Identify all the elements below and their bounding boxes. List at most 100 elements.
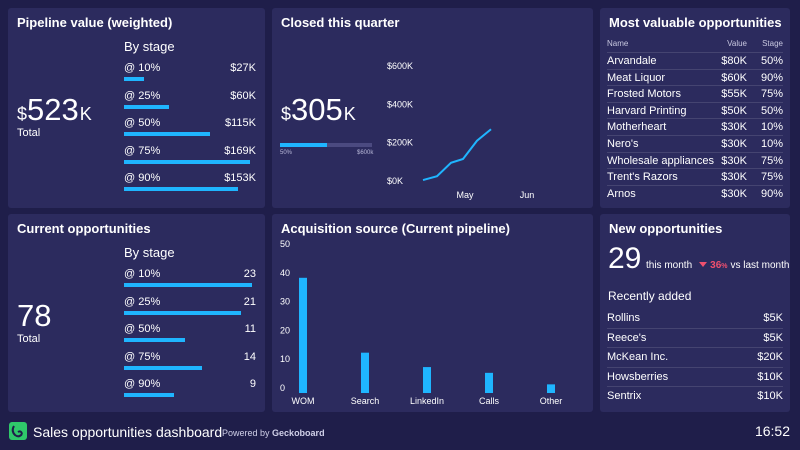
item-value: $5K — [763, 312, 783, 324]
panel: New opportunities 29 this month 36% vs last… — [600, 214, 790, 412]
stage-bar — [124, 132, 210, 137]
row-separator — [607, 347, 783, 349]
headline: $523K — [17, 92, 92, 134]
headline-suffix: K — [343, 104, 356, 124]
clock: 16:52 — [754, 423, 790, 439]
x-tick-label: LinkedIn — [410, 396, 444, 406]
headline-prefix: $ — [17, 104, 28, 124]
table-cell: 50% — [760, 55, 783, 67]
row-separator — [607, 386, 783, 388]
table-cell: 75% — [760, 154, 783, 167]
down-arrow — [699, 262, 708, 267]
y-tick-label: 0 — [280, 383, 285, 393]
stage-value: 11 — [244, 323, 256, 336]
logo — [9, 422, 27, 440]
comparison: vs last month — [730, 260, 790, 271]
y-tick-label: $0K — [387, 176, 403, 186]
panel-title: New opportunities — [609, 221, 723, 236]
list-title: Recently added — [608, 289, 692, 303]
change-unit: % — [721, 263, 728, 270]
stage-label: @ 75% — [124, 144, 161, 157]
stage-value: $115K — [225, 117, 256, 130]
panel: Acquisition source (Current pipeline) 0 1… — [272, 214, 593, 412]
stage-bar — [124, 77, 145, 81]
powered-by: Powered by Geckoboard — [222, 427, 325, 439]
table-cell: 10% — [760, 121, 783, 134]
item-name: Howsberries — [607, 370, 669, 383]
caption: Total — [17, 127, 41, 139]
table-cell: $60K — [721, 71, 747, 84]
table-cell: Motherheart — [607, 121, 667, 134]
row-separator — [607, 135, 783, 136]
stage-bar — [124, 187, 238, 192]
bar — [547, 384, 555, 393]
change-value: 36 — [710, 260, 722, 271]
row-separator — [607, 118, 783, 120]
subtitle: By stage — [124, 39, 175, 54]
panel-title: Acquisition source (Current pipeline) — [281, 221, 510, 236]
panel-title: Most valuable opportunities — [609, 15, 782, 30]
stage-value: 14 — [243, 350, 256, 363]
headline-value: 523 — [27, 92, 79, 127]
bar — [361, 352, 369, 393]
stage-label: @ 50% — [124, 323, 161, 336]
panel: Pipeline value (weighted) $523K Total By s… — [8, 8, 265, 208]
x-tick-label: Other — [540, 396, 563, 406]
stage-bar — [124, 283, 253, 287]
stage-label: @ 25% — [124, 295, 161, 308]
subtitle: By stage — [124, 245, 175, 260]
progress-goal-label: $600k — [357, 150, 374, 156]
table-cell: 50% — [760, 104, 783, 117]
headline-suffix: K — [79, 104, 92, 124]
x-tick-label: WOM — [292, 396, 315, 406]
headline-value: 305 — [291, 92, 343, 127]
table-cell: Nero's — [607, 138, 639, 150]
headline: $305K — [281, 92, 356, 134]
table-cell: Frosted Motors — [607, 88, 681, 101]
column-header: Value — [727, 39, 747, 48]
panel-title: Closed this quarter — [281, 15, 400, 30]
row-separator — [607, 68, 783, 70]
table-cell: 75% — [760, 88, 783, 101]
table-cell: $50K — [721, 104, 747, 117]
panel-title: Pipeline value (weighted) — [17, 15, 173, 30]
period: this month — [646, 260, 693, 271]
table-cell: Trent's Razors — [607, 171, 678, 184]
dashboard-title: Sales opportunities dashboard — [33, 424, 223, 440]
bar-chart: 0 10 20 30 40 50 WOM Search LinkedIn Calls Other — [280, 239, 563, 406]
stage-bar — [124, 104, 169, 109]
row-separator — [607, 366, 783, 368]
table-cell: 75% — [760, 171, 783, 184]
column-header: Name — [607, 39, 629, 48]
table-cell: $80K — [721, 55, 747, 67]
stage-label: @ 90% — [124, 378, 161, 391]
column-header: Stage — [762, 39, 783, 48]
y-tick-label: 50 — [280, 239, 290, 249]
row-separator — [607, 52, 783, 53]
powered-by-text: Powered by — [222, 428, 270, 438]
table-cell: $30K — [721, 154, 747, 167]
table-cell: Arvandale — [607, 55, 657, 67]
stage-value: 21 — [243, 295, 256, 308]
row-separator — [607, 85, 783, 87]
bar — [485, 372, 493, 393]
table-cell: $30K — [721, 171, 747, 184]
stage-label: @ 50% — [124, 117, 161, 130]
progress-fill — [280, 143, 327, 147]
table-cell: 90% — [760, 187, 783, 200]
y-tick-label: 40 — [280, 268, 290, 278]
stage-bar — [124, 159, 250, 164]
stage-bar — [124, 310, 242, 315]
stage-label: @ 75% — [124, 350, 161, 363]
stage-label: @ 25% — [124, 89, 161, 102]
x-tick-label: Calls — [479, 396, 500, 406]
stage-value: 9 — [249, 378, 256, 391]
stage-value: 23 — [243, 268, 256, 280]
row-separator — [607, 184, 783, 186]
panel-title: Current opportunities — [17, 221, 151, 236]
item-value: $10K — [757, 370, 783, 383]
stage-value: $169K — [224, 144, 256, 157]
item-value: $20K — [757, 351, 783, 364]
y-tick-label: $200K — [387, 138, 413, 148]
